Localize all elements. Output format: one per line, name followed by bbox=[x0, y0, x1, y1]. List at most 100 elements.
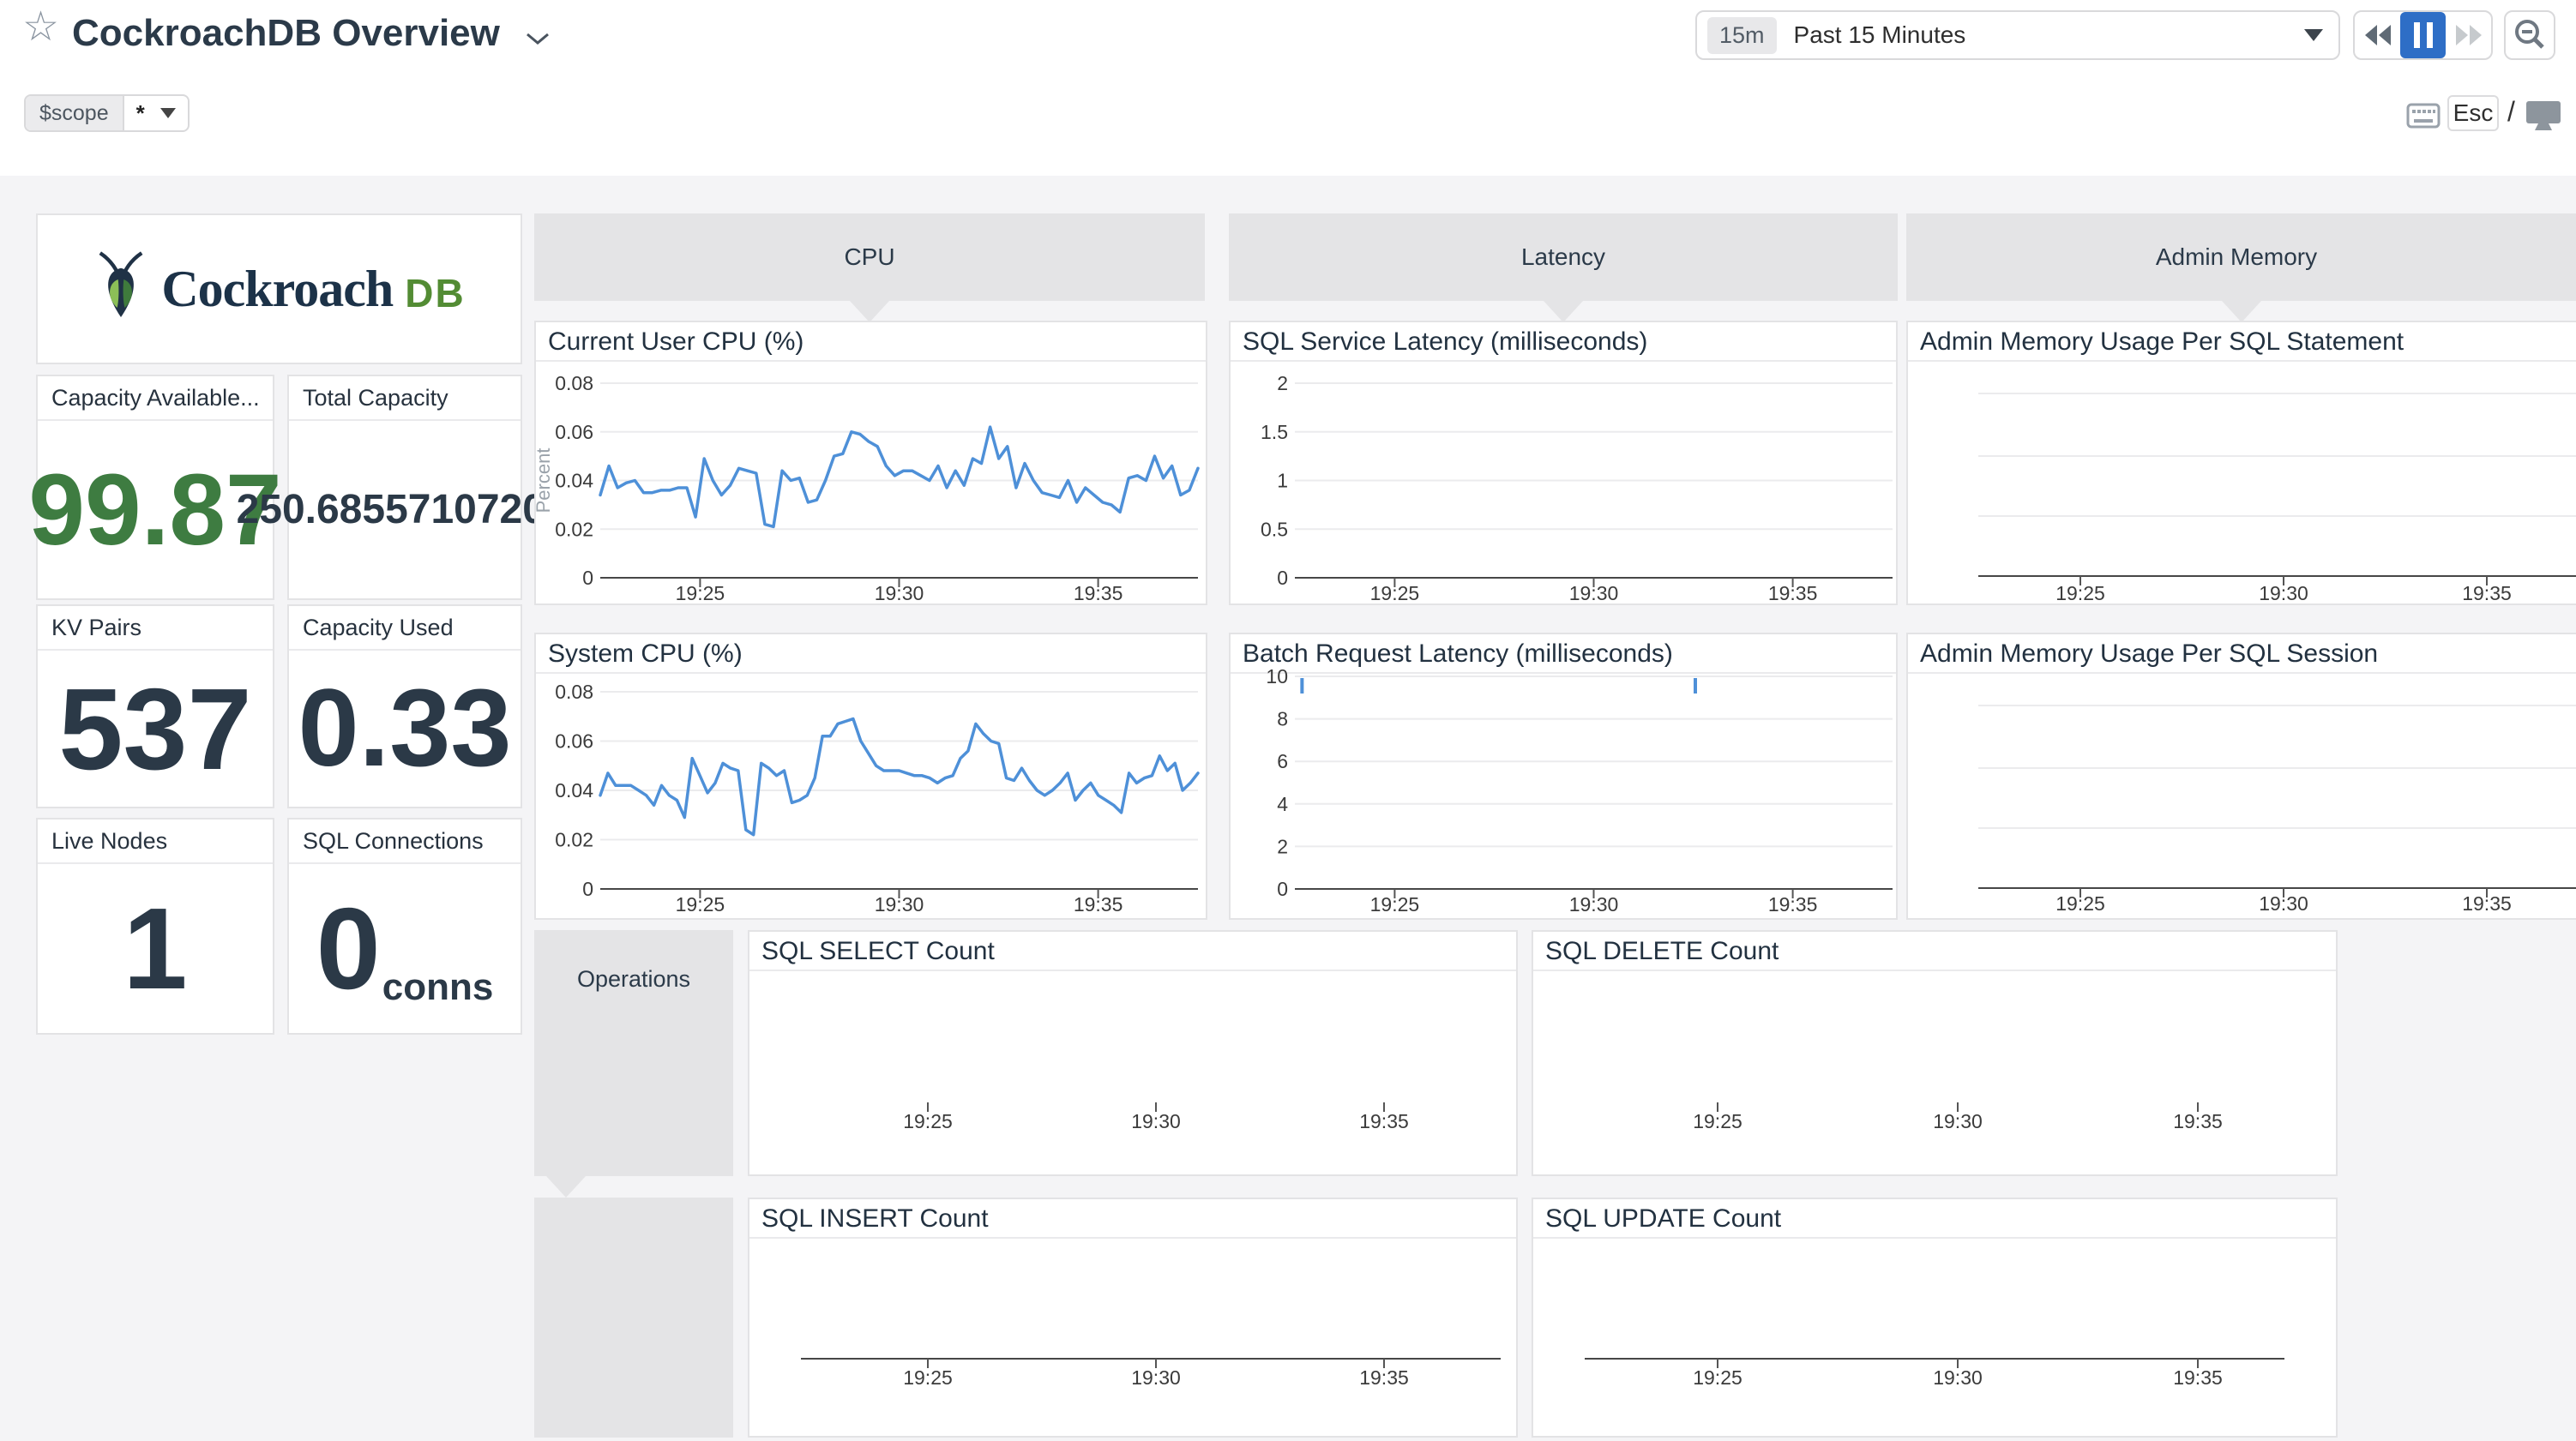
page-title: CockroachDB Overview bbox=[72, 12, 500, 54]
chart-plot[interactable]: 19:25 19:30 19:35 bbox=[749, 1199, 1516, 1436]
chart-plot[interactable]: 19:25 19:30 19:35 bbox=[1908, 634, 2576, 918]
section-pointer bbox=[2222, 301, 2261, 322]
y-tick-label: 0 bbox=[1277, 878, 1288, 900]
metric-card-sql-connections[interactable]: SQL Connections 0 conns bbox=[287, 818, 522, 1035]
tv-mode-icon[interactable] bbox=[2525, 99, 2562, 134]
pause-icon bbox=[2413, 22, 2433, 48]
metric-card-live-nodes[interactable]: Live Nodes 1 bbox=[36, 818, 274, 1035]
time-range-selector[interactable]: 15m Past 15 Minutes bbox=[1695, 10, 2340, 60]
x-tick-label: 19:25 bbox=[1693, 1366, 1742, 1389]
x-tick-label: 19:35 bbox=[1359, 1110, 1409, 1132]
chart-current-user-cpu[interactable]: Current User CPU (%) 0.08 0.06 0.04 0.02 0 19… bbox=[534, 321, 1207, 605]
series-line bbox=[599, 717, 1200, 837]
y-tick-label: 0 bbox=[582, 878, 593, 900]
chart-sql-update-count[interactable]: SQL UPDATE Count 19:25 19:30 19:35 bbox=[1532, 1198, 2338, 1438]
playback-controls bbox=[2353, 10, 2493, 60]
series-line bbox=[599, 425, 1200, 529]
chart-plot[interactable]: 2 1.5 1 0.5 0 19:25 19:30 19:35 bbox=[1231, 322, 1896, 603]
scope-variable-value[interactable]: * bbox=[124, 96, 188, 130]
chart-batch-request-latency[interactable]: Batch Request Latency (milliseconds) 10 8… bbox=[1229, 633, 1898, 920]
chart-title: Current User CPU (%) bbox=[536, 322, 1206, 362]
chart-sql-delete-count[interactable]: SQL DELETE Count 19:25 19:30 19:35 bbox=[1532, 930, 2338, 1176]
magnifier-minus-icon bbox=[2515, 20, 2544, 49]
section-header-latency[interactable]: Latency bbox=[1229, 213, 1898, 322]
x-tick-label: 19:25 bbox=[903, 1366, 953, 1389]
y-tick-label: 1 bbox=[1277, 470, 1288, 492]
section-header-cpu[interactable]: CPU bbox=[534, 213, 1205, 322]
chart-title: SQL SELECT Count bbox=[749, 932, 1516, 971]
chart-system-cpu[interactable]: System CPU (%) 0.08 0.06 0.04 0.02 0 19:25 19:… bbox=[534, 633, 1207, 920]
y-tick-label: 2 bbox=[1277, 835, 1288, 857]
x-tick-label: 19:25 bbox=[2055, 582, 2105, 603]
y-tick-label: 0.06 bbox=[555, 421, 593, 443]
y-tick-label: 0 bbox=[1277, 567, 1288, 589]
x-tick-label: 19:30 bbox=[1933, 1366, 1983, 1389]
chart-plot[interactable]: 19:25 19:30 19:35 bbox=[1533, 932, 2336, 1174]
metric-label: Capacity Available... bbox=[38, 376, 273, 421]
chart-plot[interactable]: 0.08 0.06 0.04 0.02 0 19:25 19:30 19:35 Percent bbox=[536, 322, 1206, 603]
x-tick-label: 19:35 bbox=[2173, 1110, 2223, 1132]
favorite-star-icon[interactable]: ☆ bbox=[22, 4, 60, 50]
metric-value: 250.6855710720 bbox=[236, 486, 545, 532]
x-tick-label: 19:25 bbox=[2055, 892, 2105, 915]
time-preset-badge[interactable]: 15m bbox=[1707, 16, 1777, 54]
chart-plot[interactable]: 19:25 19:30 19:35 bbox=[1908, 322, 2576, 603]
metric-label: Live Nodes bbox=[38, 820, 273, 864]
chart-sql-select-count[interactable]: SQL SELECT Count 19:25 19:30 19:35 bbox=[748, 930, 1518, 1176]
y-tick-label: 6 bbox=[1277, 750, 1288, 772]
time-dropdown-caret-icon[interactable] bbox=[2304, 29, 2323, 41]
metric-card-capacity-available[interactable]: Capacity Available... 99.87 bbox=[28, 375, 282, 600]
section-title: Operations bbox=[576, 966, 691, 992]
x-tick-label: 19:35 bbox=[2173, 1366, 2223, 1389]
section-title: CPU bbox=[844, 243, 895, 270]
template-variable-scope[interactable]: $scope * bbox=[24, 94, 190, 132]
x-tick-label: 19:35 bbox=[1074, 893, 1123, 916]
y-tick-label: 0.04 bbox=[555, 470, 593, 492]
x-tick-label: 19:30 bbox=[1569, 582, 1619, 603]
metric-unit: conns bbox=[382, 966, 494, 1008]
metric-card-capacity-used[interactable]: Capacity Used 0.33 bbox=[287, 604, 522, 808]
metric-value: 0.33 bbox=[298, 667, 512, 790]
operations-group-spacer bbox=[534, 1198, 733, 1438]
metric-card-kv-pairs[interactable]: KV Pairs 537 bbox=[36, 604, 274, 808]
logo-suffix: DB bbox=[405, 271, 466, 315]
slash-separator: / bbox=[2507, 96, 2515, 127]
esc-key-badge[interactable]: Esc bbox=[2447, 95, 2499, 131]
chart-plot[interactable]: 19:25 19:30 19:35 bbox=[1533, 1199, 2336, 1436]
y-tick-label: 0 bbox=[582, 567, 593, 589]
x-tick-label: 19:25 bbox=[1370, 582, 1420, 603]
pause-button[interactable] bbox=[2400, 12, 2446, 58]
x-tick-label: 19:25 bbox=[676, 893, 725, 916]
x-tick-label: 19:25 bbox=[676, 582, 725, 603]
chart-title: SQL DELETE Count bbox=[1533, 932, 2336, 971]
y-tick-label: 1.5 bbox=[1261, 421, 1288, 443]
section-title: Latency bbox=[1520, 243, 1606, 270]
chart-plot[interactable]: 10 8 6 4 2 0 19:25 19:30 19:35 bbox=[1231, 634, 1896, 918]
y-tick-label: 4 bbox=[1277, 793, 1288, 815]
fast-forward-button[interactable] bbox=[2446, 12, 2491, 58]
chart-plot[interactable]: 0.08 0.06 0.04 0.02 0 19:25 19:30 19:35 bbox=[536, 634, 1206, 918]
rewind-button[interactable] bbox=[2355, 12, 2400, 58]
metric-value: 537 bbox=[58, 663, 252, 794]
y-tick-label: 0.02 bbox=[555, 829, 593, 851]
logo-wordmark: Cockroach bbox=[161, 260, 394, 317]
chart-sql-insert-count[interactable]: SQL INSERT Count 19:25 19:30 19:35 bbox=[748, 1198, 1518, 1438]
y-tick-label: 2 bbox=[1277, 372, 1288, 394]
chart-sql-service-latency[interactable]: SQL Service Latency (milliseconds) 2 1.5 1… bbox=[1229, 321, 1898, 605]
section-header-operations[interactable]: Operations bbox=[534, 930, 733, 1198]
chart-admin-memory-per-sql-statement[interactable]: Admin Memory Usage Per SQL Statement 19:… bbox=[1906, 321, 2576, 605]
metric-value: 1 bbox=[123, 884, 188, 1013]
metric-card-total-capacity[interactable]: Total Capacity 250.6855710720GB bbox=[237, 375, 573, 600]
y-tick-label: 0.06 bbox=[555, 730, 593, 753]
metric-label: SQL Connections bbox=[289, 820, 521, 864]
title-chevron-down-icon[interactable] bbox=[525, 31, 551, 51]
chart-plot[interactable]: 19:25 19:30 19:35 bbox=[749, 932, 1516, 1174]
scope-dropdown-caret-icon bbox=[159, 108, 176, 118]
section-header-admin-memory[interactable]: Admin Memory bbox=[1906, 213, 2576, 322]
chart-admin-memory-per-sql-session[interactable]: Admin Memory Usage Per SQL Session 19:25… bbox=[1906, 633, 2576, 920]
section-pointer bbox=[1544, 301, 1583, 322]
x-tick-label: 19:35 bbox=[1074, 582, 1123, 603]
zoom-out-button[interactable] bbox=[2504, 10, 2555, 60]
y-tick-label: 10 bbox=[1266, 665, 1288, 687]
metric-label: KV Pairs bbox=[38, 606, 273, 651]
